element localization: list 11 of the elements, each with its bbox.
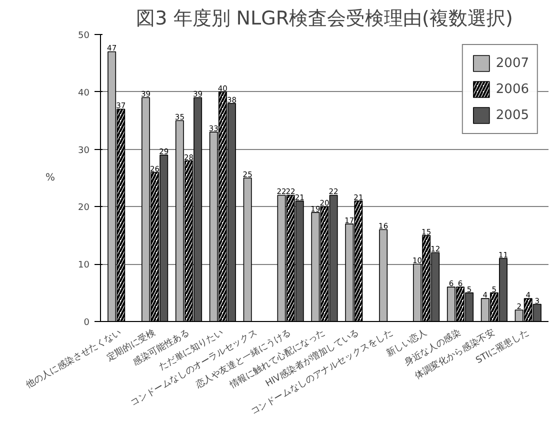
legend-label: 2005 xyxy=(496,108,529,122)
legend-label: 2007 xyxy=(496,56,529,70)
chart-title: 図3 年度別 NLGR検査会受検理由(複数選択) xyxy=(136,8,513,30)
y-tick-label: 0 xyxy=(84,318,90,328)
y-tick-label: 40 xyxy=(78,88,90,98)
y-tick-label: 30 xyxy=(78,146,90,156)
y-tick-label: 20 xyxy=(78,203,90,214)
y-tick-label: 50 xyxy=(78,31,90,41)
y-tick-label: 10 xyxy=(78,260,90,271)
y-axis-title: % xyxy=(46,172,56,184)
legend-label: 2006 xyxy=(496,82,529,96)
